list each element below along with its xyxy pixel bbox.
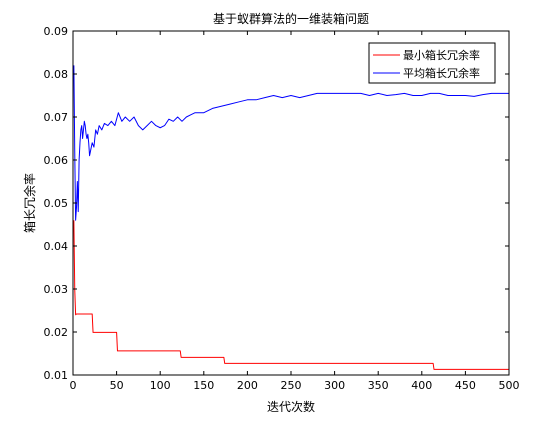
legend-label-avg: 平均箱长冗余率 — [403, 66, 480, 80]
x-tick-label: 150 — [193, 379, 214, 392]
series-line-avg-ratio — [73, 65, 509, 221]
series-line-min-ratio — [73, 220, 509, 370]
x-tick-label: 400 — [411, 379, 432, 392]
y-tick-label: 0.09 — [44, 25, 69, 38]
y-tick-label: 0.03 — [44, 283, 69, 296]
legend: 最小箱长冗余率 平均箱长冗余率 — [368, 42, 496, 84]
x-tick-label: 200 — [237, 379, 258, 392]
axes-frame — [72, 30, 510, 376]
x-tick-label: 450 — [455, 379, 476, 392]
chart-title: 基于蚁群算法的一维装箱问题 — [213, 11, 369, 26]
x-tick-label: 500 — [499, 379, 520, 392]
legend-box — [368, 42, 496, 84]
series-layer — [73, 65, 509, 370]
y-tick-label: 0.02 — [44, 326, 69, 339]
x-tick-label: 300 — [324, 379, 345, 392]
x-tick-label: 50 — [110, 379, 124, 392]
x-ticks: 0 50 100 150 200 250 300 350 400 450 500 — [70, 31, 520, 392]
y-tick-label: 0.05 — [44, 197, 69, 210]
y-tick-label: 0.04 — [44, 240, 69, 253]
y-tick-label: 0.07 — [44, 111, 69, 124]
x-tick-label: 250 — [281, 379, 302, 392]
y-axis-title: 箱长冗余率 — [22, 173, 37, 233]
legend-label-min: 最小箱长冗余率 — [403, 48, 480, 62]
plot-area — [73, 31, 509, 375]
y-tick-label: 0.06 — [44, 154, 69, 167]
y-tick-label: 0.01 — [44, 369, 69, 382]
x-tick-label: 350 — [368, 379, 389, 392]
y-tick-label: 0.08 — [44, 68, 69, 81]
x-tick-label: 100 — [150, 379, 171, 392]
x-axis-title: 迭代次数 — [267, 399, 315, 414]
x-tick-label: 0 — [70, 379, 77, 392]
